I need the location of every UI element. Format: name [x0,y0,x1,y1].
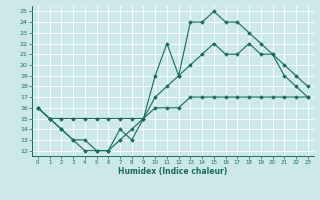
X-axis label: Humidex (Indice chaleur): Humidex (Indice chaleur) [118,167,228,176]
